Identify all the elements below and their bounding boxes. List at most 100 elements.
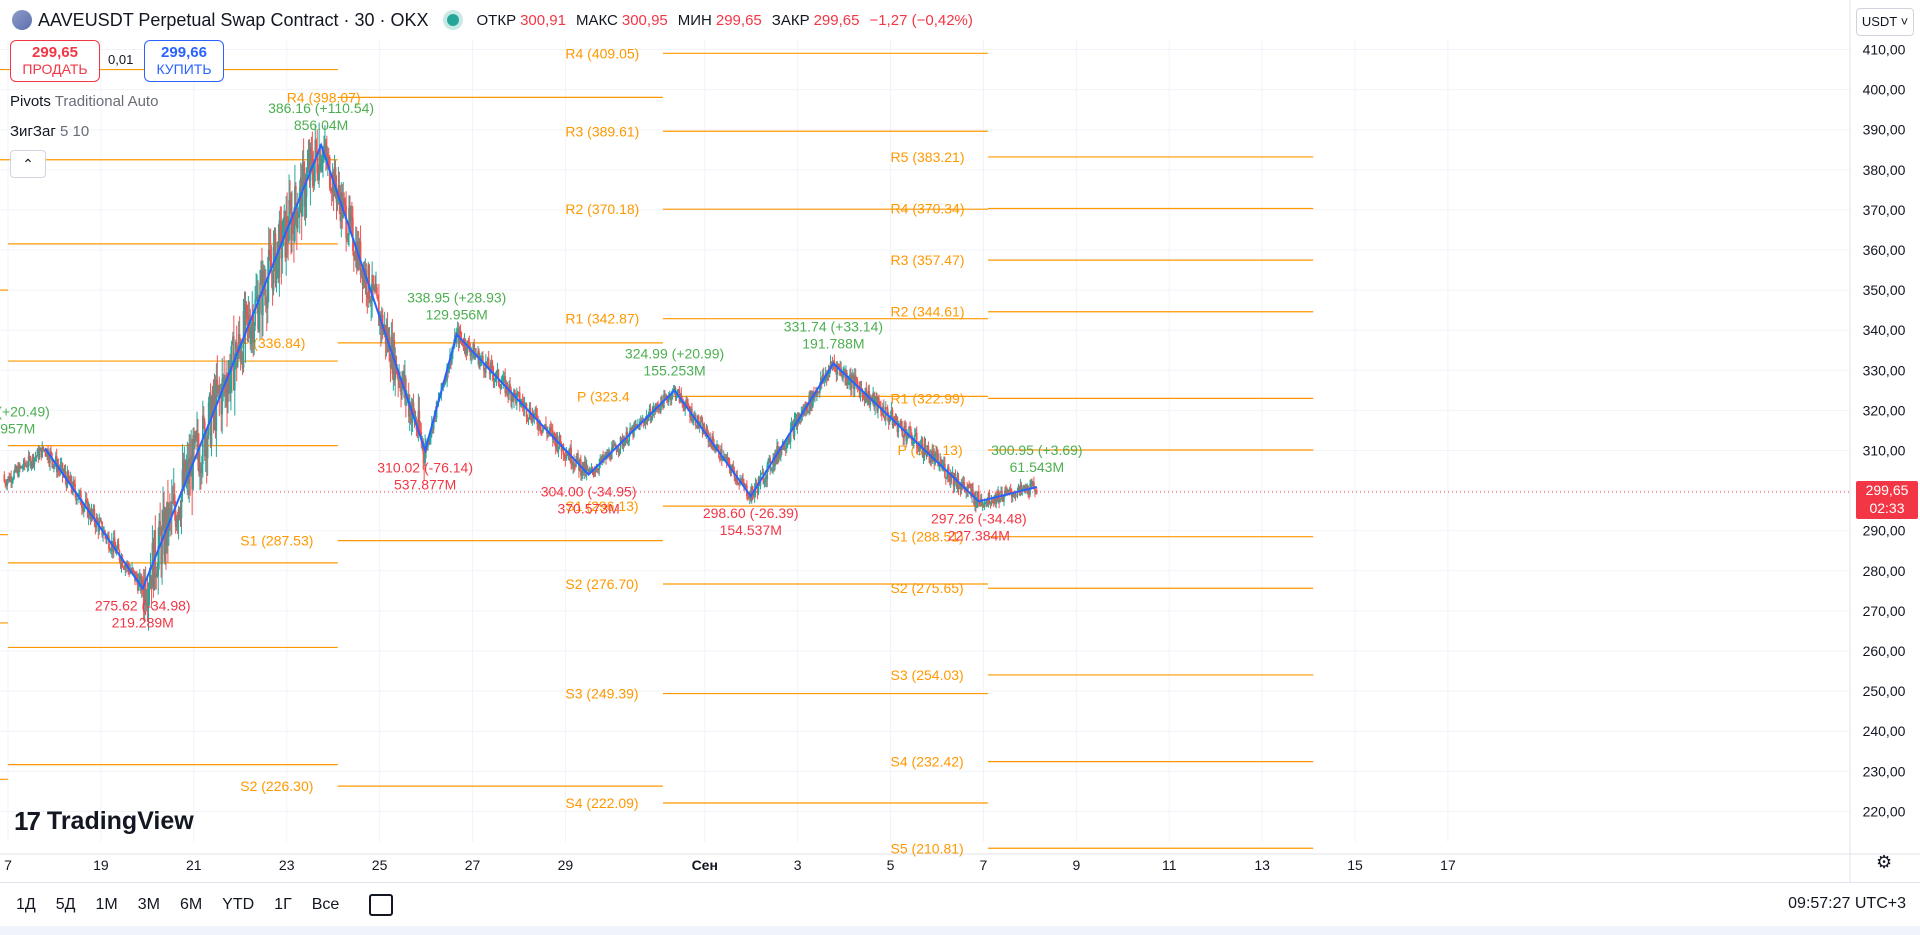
candle-body: [377, 295, 379, 301]
candle-body: [150, 575, 153, 589]
range-3m[interactable]: 3М: [137, 896, 160, 913]
candle-body: [383, 324, 386, 330]
candle-body: [347, 235, 349, 241]
candle-body: [893, 419, 896, 421]
candle-body: [350, 215, 352, 220]
range-1d[interactable]: 1Д: [16, 896, 36, 913]
clock-time[interactable]: 09:57:27 UTC+3: [1788, 895, 1906, 912]
collapse-legend-button[interactable]: ⌃: [10, 150, 46, 178]
candle-body: [909, 426, 911, 429]
candle-body: [191, 455, 193, 490]
indicator-pivots[interactable]: Pivots Traditional Auto: [10, 93, 158, 110]
candle-body: [586, 466, 589, 470]
candle-body: [108, 535, 110, 550]
candle-body: [490, 362, 493, 365]
candle-body: [207, 402, 210, 436]
candle-body: [24, 465, 27, 467]
candle-body: [70, 476, 73, 488]
range-1m[interactable]: 1М: [95, 896, 118, 913]
pivot-label: R5 (383.21): [891, 149, 965, 165]
candle-body: [814, 394, 816, 398]
candle-body: [684, 404, 686, 410]
candle-body: [266, 278, 269, 309]
candle-body: [623, 441, 626, 446]
candle-body: [906, 433, 908, 441]
candle-body: [935, 452, 937, 455]
candle-body: [132, 568, 134, 571]
candle-body: [846, 372, 848, 384]
candle-body: [565, 454, 568, 459]
candle-body: [187, 460, 190, 484]
candle-body: [294, 186, 296, 242]
candle-body: [37, 449, 40, 459]
candle-body: [212, 390, 215, 412]
candle-body: [905, 429, 907, 441]
candle-body: [81, 504, 83, 509]
candle-body: [408, 404, 411, 417]
candle-body: [564, 455, 567, 459]
candle-body: [245, 304, 248, 307]
indicator-zigzag[interactable]: ЗигЗаг 5 10: [10, 123, 89, 140]
pivot-label: S2 (275.65): [891, 580, 964, 596]
currency-select[interactable]: USDT ˅: [1856, 8, 1914, 36]
candle-body: [1004, 490, 1006, 497]
sell-button[interactable]: 299,65 ПРОДАТЬ: [10, 40, 100, 82]
candle-body: [955, 482, 958, 487]
candle-body: [509, 384, 511, 389]
candle-body: [410, 414, 413, 423]
candle-body: [968, 484, 970, 487]
x-tick-label: 25: [372, 857, 388, 873]
buy-button[interactable]: 299,66 КУПИТЬ: [144, 40, 224, 82]
candle-body: [232, 336, 234, 342]
range-1y[interactable]: 1Г: [274, 896, 292, 913]
candle-body: [519, 404, 522, 406]
candle-body: [512, 395, 514, 401]
chevron-up-icon: ⌃: [22, 156, 34, 172]
sell-label: ПРОДАТЬ: [22, 61, 88, 77]
candle-body: [324, 142, 326, 150]
candle-body: [780, 446, 782, 457]
candle-body: [991, 500, 994, 503]
candle-body: [787, 438, 790, 443]
candle-body: [156, 576, 159, 578]
candle-body: [952, 472, 955, 487]
range-ytd[interactable]: YTD: [222, 896, 255, 913]
symbol-title[interactable]: AAVEUSDT Perpetual Swap Contract · 30 · …: [38, 9, 429, 30]
candle-body: [980, 498, 983, 506]
candle-body: [938, 465, 940, 467]
candle-body: [981, 504, 984, 506]
candle-body: [137, 580, 139, 591]
candle-body: [851, 378, 853, 388]
candle-body: [651, 411, 654, 419]
candle-body: [312, 174, 315, 186]
goto-date-icon[interactable]: [369, 894, 394, 916]
candle-body: [768, 458, 771, 460]
chart-settings-icon[interactable]: ⚙: [1876, 852, 1893, 872]
range-5d[interactable]: 5Д: [55, 896, 76, 913]
candle-body: [1005, 490, 1007, 492]
candle-body: [282, 218, 285, 246]
candle-body: [193, 434, 195, 444]
candle-body: [25, 465, 28, 468]
candle-body: [362, 268, 365, 286]
range-6m[interactable]: 6М: [179, 896, 203, 913]
candle-body: [365, 269, 368, 294]
candle-body: [251, 315, 254, 328]
candle-body: [481, 356, 483, 359]
candle-body: [494, 378, 497, 380]
range-all[interactable]: Все: [311, 896, 340, 913]
candle-body: [517, 391, 519, 394]
candle-body: [26, 465, 29, 468]
x-tick-label: 13: [1254, 857, 1270, 873]
candle-body: [765, 477, 768, 480]
candle-body: [620, 437, 623, 439]
candle-body: [240, 356, 243, 361]
pivot-label: R4 (409.05): [565, 45, 639, 61]
tradingview-logo[interactable]: 17 TradingView: [14, 806, 194, 837]
candle-body: [518, 392, 521, 406]
pivot-label: P (323.4: [577, 388, 630, 404]
candle-body: [287, 238, 289, 241]
candle-body: [517, 391, 520, 393]
candle-body: [682, 401, 685, 407]
